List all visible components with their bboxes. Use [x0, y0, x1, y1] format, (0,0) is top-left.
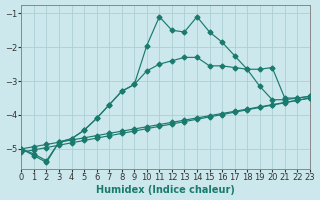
X-axis label: Humidex (Indice chaleur): Humidex (Indice chaleur): [96, 185, 235, 195]
